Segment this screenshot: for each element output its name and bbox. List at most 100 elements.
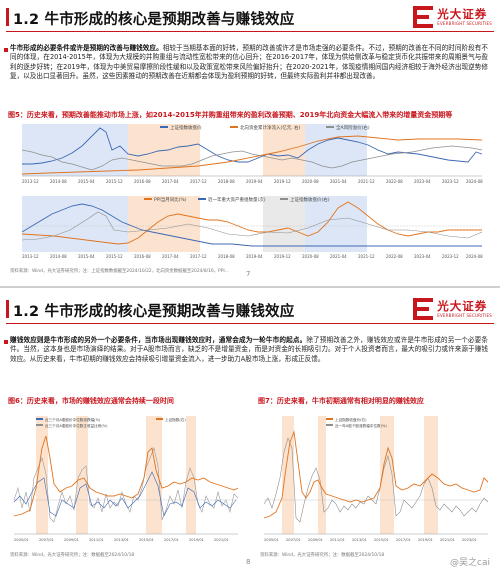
shade-region bbox=[318, 416, 326, 534]
x-tick-label: 2013-12 bbox=[22, 254, 39, 259]
figure-6-xaxis: 2005/01 2007/01 2009/01 2011/01 2013/01 … bbox=[14, 538, 229, 542]
x-tick-label: 2022-08 bbox=[386, 254, 403, 259]
x-tick-label: 2015-04 bbox=[78, 254, 95, 259]
body-paragraph: 牛市形成的必要条件或许是预期的改善与赚钱效应。相较于当期基本面的好转，预期的改善… bbox=[10, 44, 488, 82]
title-accent-bar bbox=[6, 300, 9, 318]
shade-2019 bbox=[263, 196, 305, 252]
series-line-positive-ratio bbox=[13, 446, 239, 523]
bullet-marker bbox=[4, 340, 8, 344]
x-tick-label: 2005/01 bbox=[14, 538, 29, 542]
series-line-sse-fig7 bbox=[263, 430, 489, 519]
x-tick-label: 2013/01 bbox=[352, 538, 367, 542]
x-tick-label: 2021-12 bbox=[358, 179, 375, 184]
shade-region bbox=[76, 416, 88, 534]
shade-2020-2021 bbox=[305, 124, 367, 176]
x-tick-label: 2020-08 bbox=[302, 254, 319, 259]
legend-item: 上证指数(右) bbox=[165, 417, 186, 422]
series-line-sse bbox=[22, 127, 483, 165]
figure-6-source: 资料来源：Wind，光大证券研究所；注：数据截至2024/10/18 bbox=[10, 553, 135, 558]
shade-2019 bbox=[263, 124, 305, 176]
title-rule bbox=[6, 323, 494, 324]
x-tick-label: 2021/01 bbox=[214, 538, 229, 542]
figure-6-title: 图6：历史来看，市场的赚钱效应通常会持续一段时间 bbox=[8, 397, 174, 405]
legend-item: 近一年A股个股涨跌幅中位数(%) bbox=[335, 423, 387, 428]
figure-7-xaxis: 2005/01 2007/01 2009/01 2011/01 2013/01 … bbox=[264, 538, 477, 542]
series-line-restructuring bbox=[21, 203, 482, 247]
page-number: 8 bbox=[246, 558, 251, 566]
x-tick-label: 2016-08 bbox=[134, 179, 151, 184]
figure-5-bottom-xaxis: 2013-12 2014-08 2015-04 2015-12 2016-08 … bbox=[22, 254, 483, 259]
legend-item: 上证指数收盘价 bbox=[170, 124, 202, 131]
title-accent-bar bbox=[6, 8, 9, 26]
shade-region bbox=[186, 416, 196, 534]
x-tick-label: 2017-12 bbox=[190, 254, 207, 259]
x-tick-label: 2022-08 bbox=[386, 179, 403, 184]
x-tick-label: 2016-08 bbox=[134, 254, 151, 259]
slide-page-8: 1.2 牛市形成的核心是预期改善与赚钱效应 光大证券 EVERBRIGHT SE… bbox=[0, 288, 500, 572]
x-tick-label: 2015/01 bbox=[139, 538, 154, 542]
page-separator bbox=[0, 286, 500, 288]
figure-5-top-chart: 上证指数收盘价 北向资金累计净流入(亿元, 右) 全A风险溢价(右) 2013-… bbox=[21, 124, 483, 184]
figure-7-source: 资料来源：Wind，光大证券研究所；注：数据截至2024/10/18 bbox=[260, 553, 385, 558]
figure-5-source: 资料来源：Wind，光大证券研究所；注：上证指数数据截至2024/10/22，北… bbox=[10, 269, 229, 274]
slide-title: 1.2 牛市形成的核心是预期改善与赚钱效应 bbox=[13, 304, 295, 320]
x-tick-label: 2015/01 bbox=[374, 538, 389, 542]
everbright-logo: 光大证券 EVERBRIGHT SECURITIES bbox=[413, 298, 492, 320]
series-line-sse-bottom bbox=[21, 211, 483, 241]
x-tick-label: 2017-04 bbox=[162, 179, 179, 184]
x-tick-label: 2018-08 bbox=[218, 254, 235, 259]
x-tick-label: 2009/01 bbox=[308, 538, 323, 542]
legend-item: PPI当月同比(%) bbox=[154, 196, 187, 203]
shade-2020-2021 bbox=[305, 196, 367, 252]
series-line-risk-premium bbox=[21, 145, 483, 171]
bullet-marker bbox=[4, 48, 8, 52]
shade-region bbox=[282, 416, 294, 534]
slide-page-7: 1.2 牛市形成的核心是预期改善与赚钱效应 光大证券 EVERBRIGHT SE… bbox=[4, 6, 494, 278]
title-rule bbox=[6, 31, 494, 32]
page-number: 7 bbox=[246, 270, 251, 278]
x-tick-label: 2013-12 bbox=[22, 179, 39, 184]
x-tick-label: 2019-04 bbox=[246, 254, 263, 259]
paragraph-lead: 赚钱效应则是牛市形成的另外一个必要条件，当市场出现赚钱效应时，通常会成为一轮牛市… bbox=[10, 336, 307, 344]
x-tick-label: 2007/01 bbox=[286, 538, 301, 542]
figure-5-bottom-chart: PPI当月同比(%) 近一年重大资产重组数量(次) 上证指数收盘价(右) 201… bbox=[21, 196, 483, 259]
x-tick-label: 2015-12 bbox=[106, 179, 123, 184]
x-tick-label: 2023-04 bbox=[414, 254, 431, 259]
x-tick-label: 2009/01 bbox=[64, 538, 79, 542]
x-tick-label: 2023-12 bbox=[442, 254, 459, 259]
x-tick-label: 2018-08 bbox=[218, 179, 235, 184]
legend-item: 近一年重大资产重组数量(次) bbox=[208, 196, 266, 203]
x-tick-label: 2011/01 bbox=[89, 538, 104, 542]
series-line-sse-fig6 bbox=[13, 435, 239, 517]
figure-5-top-xaxis: 2013-12 2014-08 2015-04 2015-12 2016-08 … bbox=[22, 179, 483, 184]
figure-5-bottom-legend: PPI当月同比(%) 近一年重大资产重组数量(次) 上证指数收盘价(右) bbox=[144, 196, 330, 203]
shade-2014-2015 bbox=[22, 124, 128, 176]
watermark: @吴之cai bbox=[450, 558, 490, 568]
x-tick-label: 2021-04 bbox=[330, 254, 347, 259]
x-tick-label: 2019-12 bbox=[274, 179, 291, 184]
legend-item: 北向资金累计净流入(亿元, 右) bbox=[240, 124, 301, 131]
x-tick-label: 2023/01 bbox=[462, 538, 477, 542]
everbright-logo-mark-icon bbox=[413, 6, 434, 28]
body-paragraph: 赚钱效应则是牛市形成的另外一个必要条件，当市场出现赚钱效应时，通常会成为一轮牛市… bbox=[10, 336, 488, 364]
figure-7-legend: 上证指数收盘价(右) 近一年A股个股涨跌幅中位数(%) bbox=[326, 417, 387, 428]
x-tick-label: 2019-04 bbox=[246, 179, 263, 184]
everbright-logo: 光大证券 EVERBRIGHT SECURITIES bbox=[413, 6, 492, 28]
x-tick-label: 2024-08 bbox=[466, 179, 483, 184]
x-tick-label: 2017-12 bbox=[190, 179, 207, 184]
logo-text-cn: 光大证券 bbox=[437, 6, 488, 21]
figure-6-legend: 近三个月A股股价中位数涨跌幅(%) 近三个月A股股价中位数正收益比例(%) 上证… bbox=[36, 417, 186, 428]
x-tick-label: 2017/01 bbox=[164, 538, 179, 542]
slide-title: 1.2 牛市形成的核心是预期改善与赚钱效应 bbox=[13, 12, 295, 28]
x-tick-label: 2024-08 bbox=[466, 254, 483, 259]
paragraph-body: 相较于当期基本面的好转，预期的改善或许才是市场走强的必要条件。不过，预期的改善在… bbox=[10, 44, 489, 81]
logo-text-en: EVERBRIGHT SECURITIES bbox=[437, 20, 492, 26]
x-tick-label: 2021-12 bbox=[358, 254, 375, 259]
logo-text-en: EVERBRIGHT SECURITIES bbox=[437, 312, 492, 318]
shade-region bbox=[380, 416, 394, 534]
x-tick-label: 2011/01 bbox=[330, 538, 345, 542]
x-tick-label: 2015-04 bbox=[78, 179, 95, 184]
x-tick-label: 2007/01 bbox=[39, 538, 54, 542]
x-tick-label: 2019-12 bbox=[274, 254, 291, 259]
logo-text-cn: 光大证券 bbox=[437, 298, 488, 313]
